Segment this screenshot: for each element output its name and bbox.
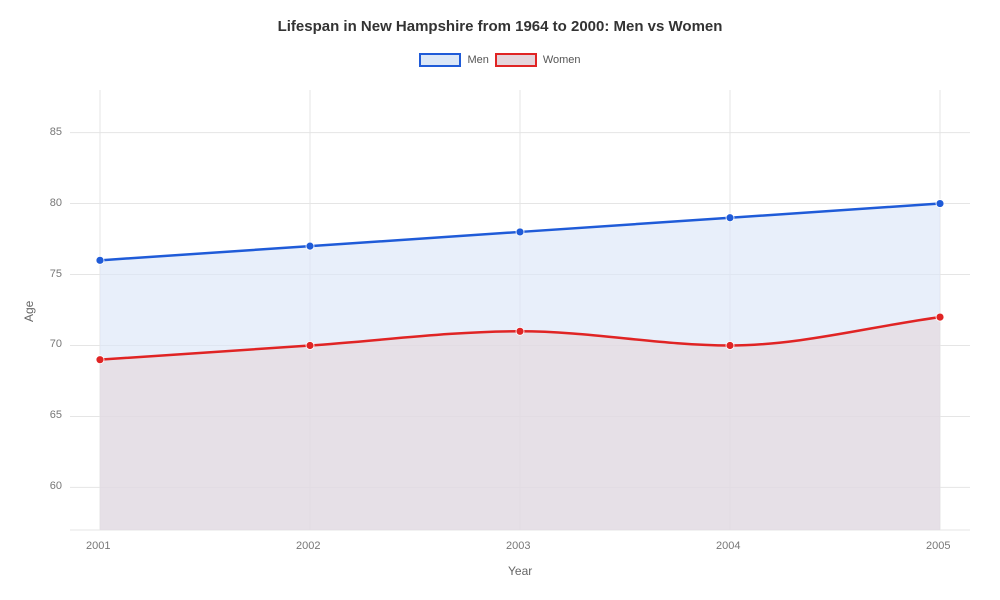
y-tick-label: 85 — [50, 126, 62, 138]
legend: Men Women — [0, 53, 1000, 67]
x-tick-label: 2004 — [716, 540, 740, 552]
plot-area — [70, 90, 970, 530]
y-axis-label: Age — [22, 301, 36, 322]
y-tick-label: 65 — [50, 409, 62, 421]
y-tick-label: 70 — [50, 338, 62, 350]
legend-swatch-men — [419, 53, 461, 67]
legend-label-women: Women — [543, 54, 581, 66]
x-tick-label: 2005 — [926, 540, 950, 552]
plot-svg — [70, 90, 970, 530]
x-tick-label: 2002 — [296, 540, 320, 552]
chart-container: Lifespan in New Hampshire from 1964 to 2… — [0, 0, 1000, 600]
y-tick-label: 80 — [50, 197, 62, 209]
y-tick-label: 75 — [50, 268, 62, 280]
legend-label-men: Men — [467, 54, 488, 66]
x-axis-label: Year — [508, 564, 532, 578]
legend-swatch-women — [495, 53, 537, 67]
chart-title: Lifespan in New Hampshire from 1964 to 2… — [0, 0, 1000, 35]
legend-item-men: Men — [419, 53, 488, 67]
x-tick-label: 2001 — [86, 540, 110, 552]
y-tick-label: 60 — [50, 480, 62, 492]
x-tick-label: 2003 — [506, 540, 530, 552]
legend-item-women: Women — [495, 53, 581, 67]
